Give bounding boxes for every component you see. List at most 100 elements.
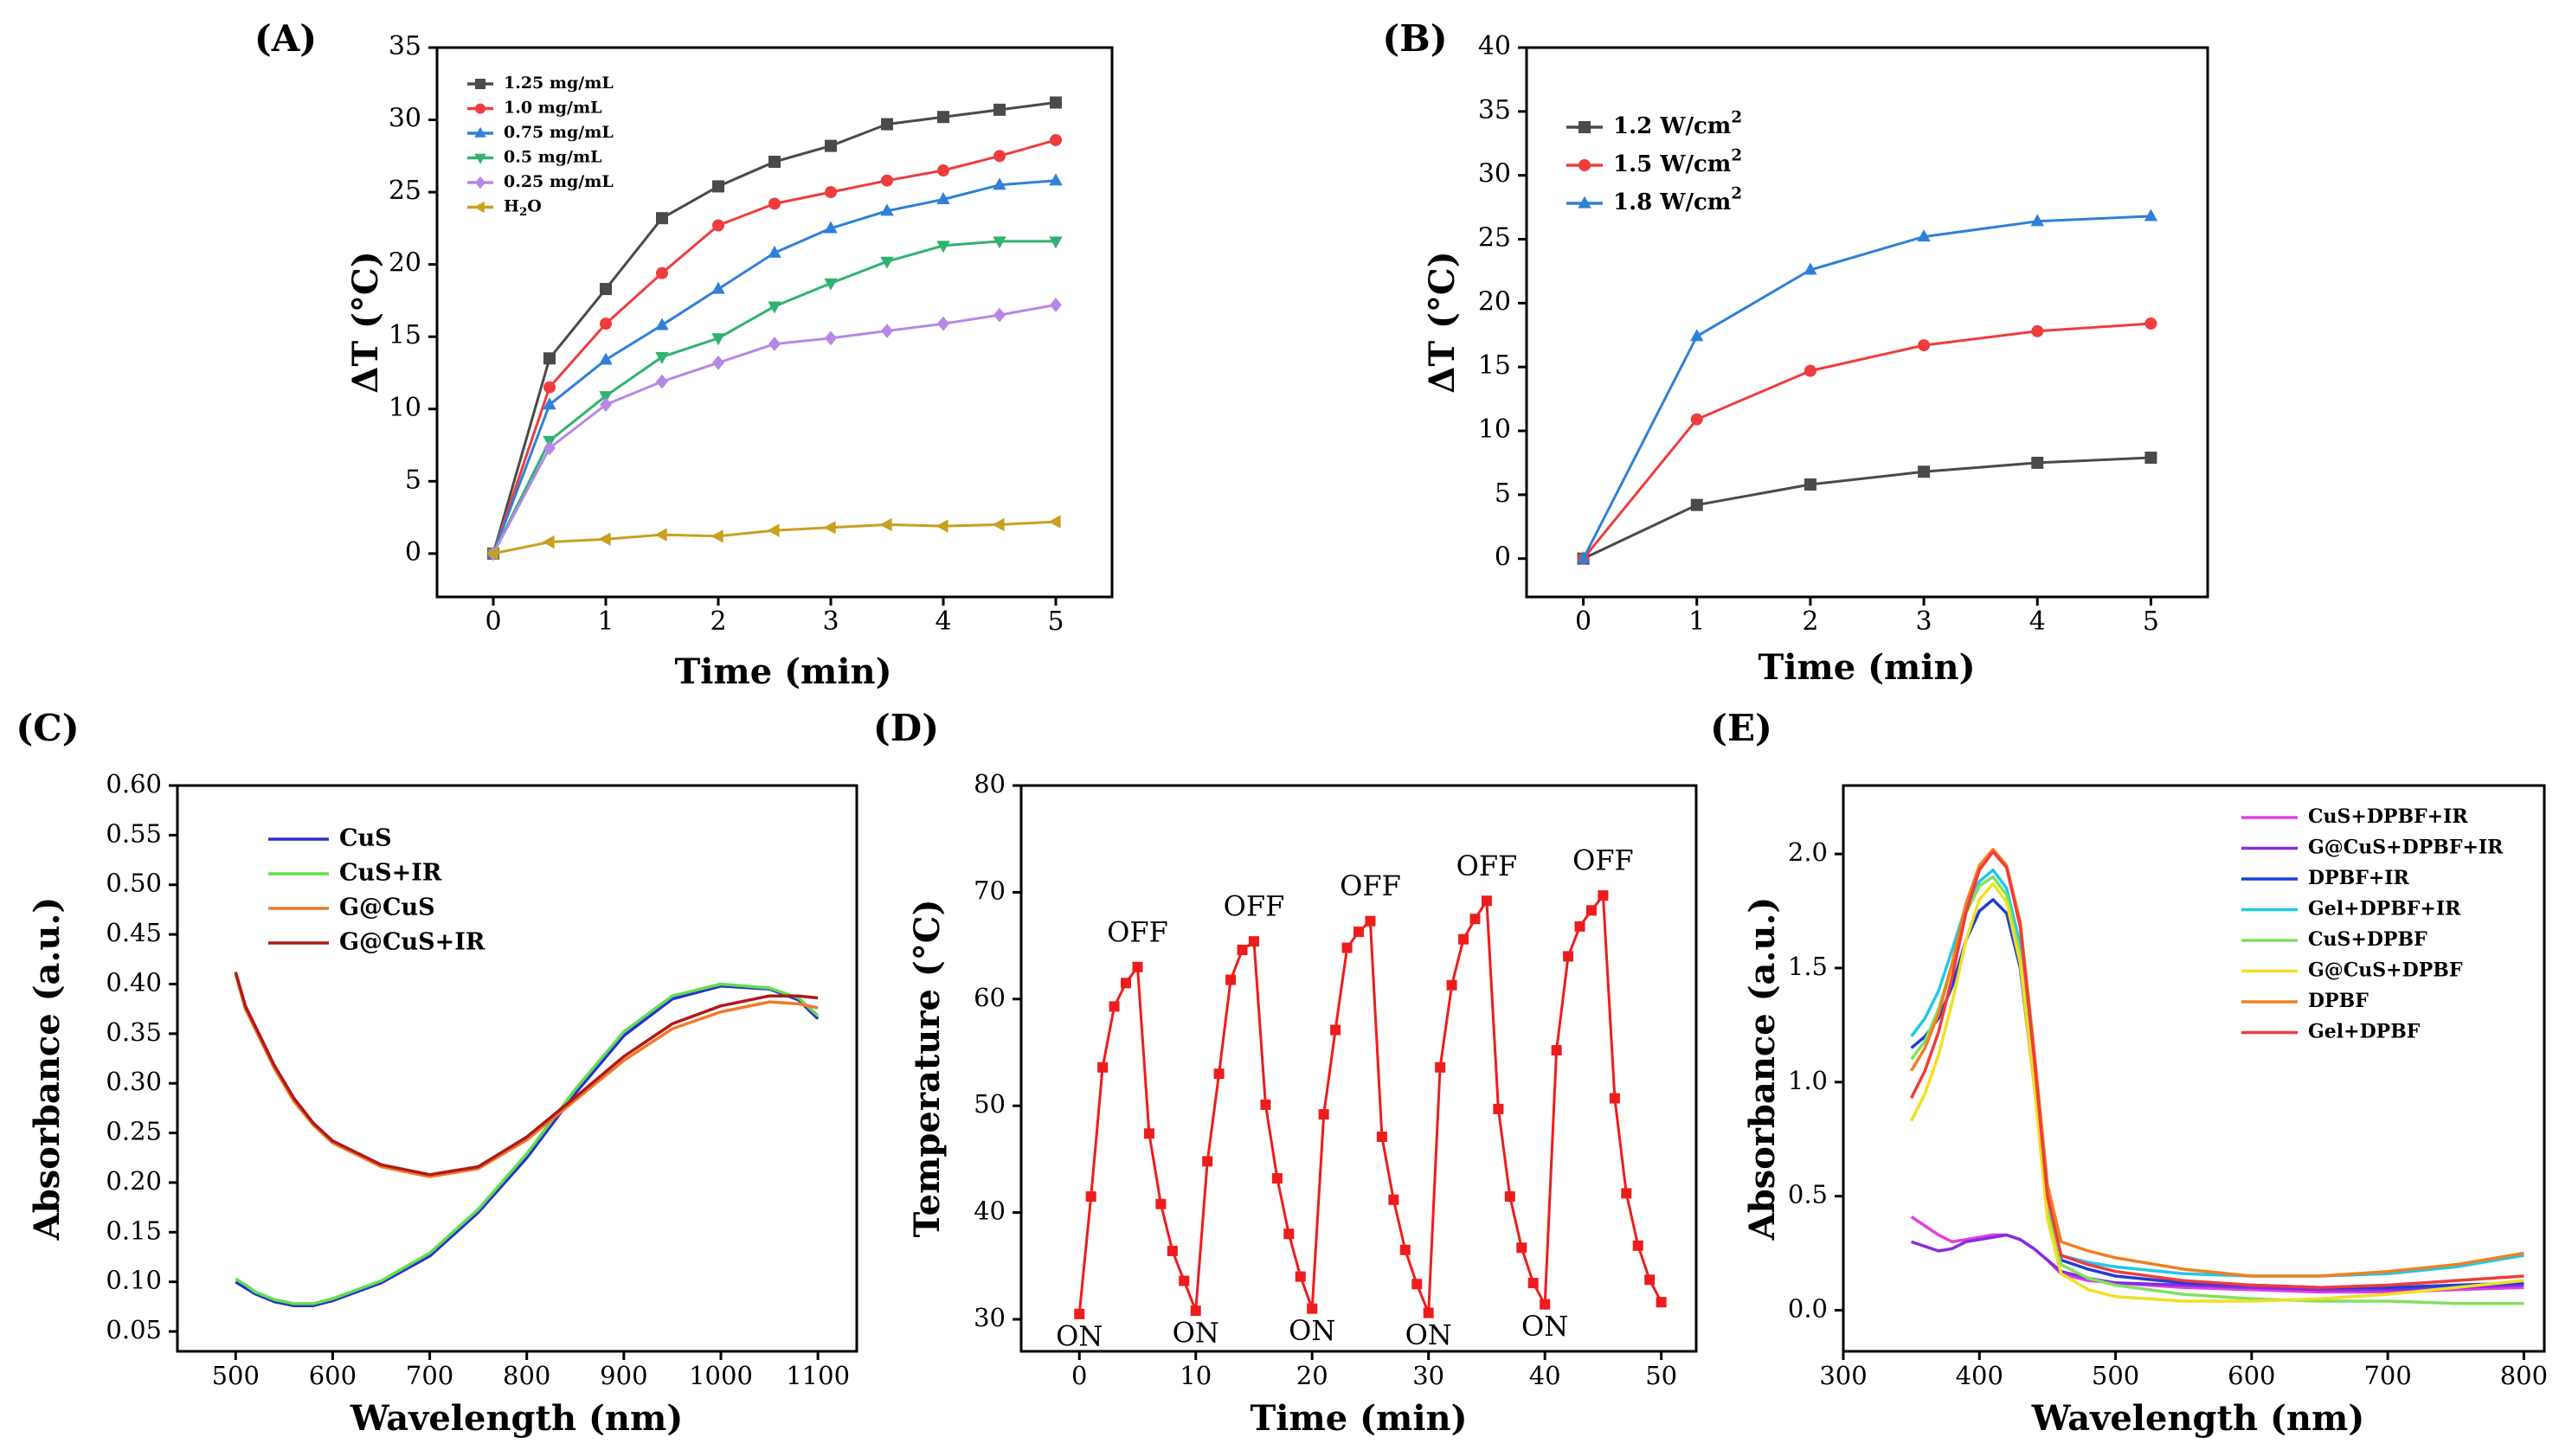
data-point — [1213, 1068, 1225, 1080]
series-cus-ir — [235, 982, 820, 1305]
data-point — [1621, 1188, 1632, 1199]
data-point — [712, 355, 724, 370]
x-tick-label: 3 — [822, 606, 839, 637]
x-tick-label: 3 — [1916, 606, 1932, 637]
y-tick-label: 80 — [974, 769, 1006, 799]
panel-label: (A) — [254, 17, 317, 60]
data-point — [1574, 920, 1585, 932]
data-point — [993, 103, 1006, 116]
data-point — [543, 381, 556, 394]
data-point — [1109, 1001, 1120, 1012]
data-point — [1237, 945, 1248, 956]
y-tick-label: 10 — [389, 393, 421, 423]
x-axis-label: Wavelength (nm) — [350, 1398, 684, 1439]
data-point — [1121, 978, 1132, 989]
y-tick-label: 0 — [405, 537, 421, 568]
legend-marker — [1578, 196, 1591, 208]
data-point — [1132, 961, 1143, 972]
x-tick-label: 800 — [2500, 1361, 2548, 1390]
series-line — [1910, 882, 2524, 1303]
y-tick-label: 0.25 — [106, 1117, 162, 1146]
legend-label: 1.2 W/cm2 — [1613, 109, 1742, 139]
data-point — [1481, 895, 1492, 907]
y-tick-label: 15 — [389, 320, 421, 350]
data-point — [1423, 1307, 1434, 1318]
data-point — [993, 150, 1006, 163]
y-tick-label: 40 — [974, 1196, 1006, 1226]
chart-panel-c: (C) 500 600 700 800 900 1000 1100 0.05 0.10 0.15 0.… — [16, 707, 858, 1439]
data-point — [768, 301, 781, 314]
y-axis-label: ΔT (°C) — [1422, 251, 1463, 393]
panel-label: (D) — [873, 707, 939, 749]
legend-label: DPBF+IR — [2308, 867, 2410, 889]
data-point — [654, 528, 667, 542]
annotation-off: OFF — [1340, 869, 1401, 902]
y-tick-label: 70 — [974, 876, 1006, 905]
x-tick-label: 4 — [2029, 606, 2046, 637]
y-tick-label: 0.0 — [1788, 1294, 1828, 1324]
legend-marker — [475, 103, 485, 114]
legend-label: 0.5 mg/mL — [504, 148, 601, 167]
data-point — [1295, 1271, 1306, 1282]
data-point — [1551, 1045, 1562, 1056]
data-point — [485, 547, 498, 561]
data-point — [768, 245, 781, 258]
data-point — [1504, 1191, 1515, 1203]
data-point — [598, 532, 611, 546]
data-point — [656, 374, 668, 389]
data-point — [1388, 1194, 1399, 1205]
y-tick-label: 1.5 — [1788, 952, 1828, 981]
data-point — [1248, 936, 1259, 947]
data-point — [881, 118, 893, 131]
data-point — [1167, 1246, 1178, 1257]
data-point — [711, 333, 725, 346]
data-point — [937, 111, 949, 124]
legend-marker — [474, 126, 486, 138]
y-tick-label: 0.05 — [106, 1315, 162, 1344]
annotation-off: OFF — [1107, 915, 1168, 948]
plot-frame — [176, 784, 858, 1353]
y-tick-label: 15 — [1478, 350, 1511, 381]
data-point — [2030, 214, 2044, 227]
x-tick-label: 1 — [597, 606, 614, 637]
legend-label-part: H — [504, 197, 519, 216]
data-point — [1458, 933, 1469, 945]
legend-label: DPBF — [2308, 990, 2369, 1012]
legend-label: Gel+DPBF+IR — [2308, 898, 2461, 920]
data-point — [1260, 1099, 1271, 1110]
data-point — [656, 212, 668, 225]
y-tick-label: 0 — [1495, 542, 1511, 573]
chart-panel-a: (A) 0 1 2 3 4 5 0 5 10 15 20 25 30 35 Time (min) ΔT (°C)… — [254, 17, 1114, 692]
x-tick-label: 600 — [309, 1361, 357, 1390]
data-point — [1376, 1131, 1387, 1142]
annotation-on: ON — [1056, 1319, 1103, 1352]
data-point — [1563, 951, 1574, 962]
data-point — [1283, 1228, 1295, 1240]
x-tick-label: 4 — [935, 606, 951, 637]
series-line — [1910, 850, 2524, 1289]
plot-frame — [435, 46, 1114, 599]
data-point — [599, 352, 613, 365]
legend-marker — [1578, 159, 1591, 171]
data-point — [1435, 1062, 1446, 1073]
y-tick-label: 0.5 — [1788, 1180, 1828, 1209]
data-point — [825, 186, 837, 199]
x-axis-label: Time (min) — [1758, 647, 1975, 688]
series-1-5-w-cm2 — [1577, 317, 2157, 565]
data-point — [599, 391, 613, 404]
data-point — [937, 164, 949, 177]
x-tick-label: 0 — [1575, 606, 1591, 637]
data-point — [879, 517, 892, 532]
legend-label: G@CuS+DPBF — [2308, 959, 2463, 982]
x-tick-label: 1000 — [689, 1361, 753, 1390]
data-point — [1050, 133, 1062, 146]
data-point — [768, 156, 781, 169]
data-point — [824, 278, 838, 291]
data-point — [823, 521, 836, 535]
data-point — [1155, 1198, 1167, 1209]
data-point — [936, 192, 950, 205]
legend-label: CuS — [339, 825, 392, 852]
series-cus — [235, 985, 820, 1307]
legend-label-script: 2 — [1731, 185, 1742, 203]
